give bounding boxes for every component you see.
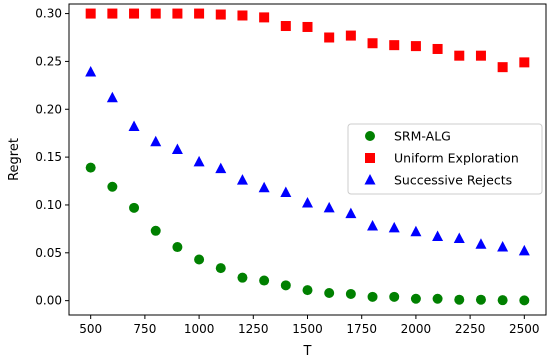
data-point-successive-rejects xyxy=(106,91,118,103)
data-point-srm-alg xyxy=(324,287,335,298)
y-axis-label: Regret xyxy=(7,138,22,181)
legend: SRM-ALG Uniform Exploration Successive Rej… xyxy=(347,123,543,195)
data-point-successive-rejects xyxy=(518,244,530,256)
data-point-successive-rejects xyxy=(171,143,183,154)
data-point-uniform-exploration xyxy=(519,57,530,68)
data-point-successive-rejects xyxy=(388,221,400,233)
data-point-successive-rejects xyxy=(236,174,248,185)
x-tick-label: 750 xyxy=(133,322,156,336)
x-tick-label: 1250 xyxy=(238,322,269,336)
data-point-srm-alg xyxy=(107,181,118,192)
y-tick-label: 0.20 xyxy=(35,102,62,116)
data-point-srm-alg xyxy=(410,293,421,304)
series-successive-rejects xyxy=(85,65,530,256)
legend-marker-srm-alg xyxy=(365,131,375,141)
data-point-uniform-exploration xyxy=(345,30,356,41)
data-point-successive-rejects xyxy=(453,232,465,243)
y-tick-label: 0.30 xyxy=(35,7,62,21)
data-point-srm-alg xyxy=(345,288,356,299)
data-point-successive-rejects xyxy=(302,197,313,208)
x-tick-label: 2000 xyxy=(401,322,432,336)
legend-label-successive-rejects: Successive Rejects xyxy=(394,173,512,188)
data-point-srm-alg xyxy=(475,294,486,305)
series-srm-alg xyxy=(85,162,530,306)
data-point-successive-rejects xyxy=(432,230,444,242)
data-point-successive-rejects xyxy=(193,155,205,167)
data-point-successive-rejects xyxy=(258,181,270,193)
y-tick-label: 0.00 xyxy=(35,294,62,308)
y-tick-label: 0.05 xyxy=(35,246,62,260)
data-point-srm-alg xyxy=(172,242,183,253)
data-point-uniform-exploration xyxy=(410,41,421,52)
x-tick-label: 2500 xyxy=(509,322,540,336)
data-point-uniform-exploration xyxy=(107,8,118,19)
data-point-srm-alg xyxy=(432,293,443,304)
legend-marker-successive-rejects xyxy=(364,174,376,185)
plot-area xyxy=(85,8,530,306)
data-point-srm-alg xyxy=(150,225,161,236)
data-point-successive-rejects xyxy=(215,162,227,174)
data-point-srm-alg xyxy=(237,272,248,283)
data-point-uniform-exploration xyxy=(172,8,183,19)
data-point-srm-alg xyxy=(367,291,378,302)
data-point-successive-rejects xyxy=(128,120,140,131)
data-point-uniform-exploration xyxy=(194,8,205,19)
x-tick-label: 2250 xyxy=(455,322,486,336)
data-point-srm-alg xyxy=(129,202,140,213)
y-tick-label: 0.10 xyxy=(35,198,62,212)
data-point-successive-rejects xyxy=(150,135,162,147)
data-point-srm-alg xyxy=(194,254,205,265)
data-point-srm-alg xyxy=(389,291,400,302)
data-point-uniform-exploration xyxy=(475,50,486,61)
data-point-successive-rejects xyxy=(475,238,487,249)
data-point-uniform-exploration xyxy=(497,62,508,73)
legend-box xyxy=(347,123,543,195)
x-tick-label: 500 xyxy=(79,322,102,336)
data-point-srm-alg xyxy=(85,162,96,173)
data-point-uniform-exploration xyxy=(129,8,140,19)
data-point-srm-alg xyxy=(215,263,226,274)
data-point-srm-alg xyxy=(280,280,291,291)
data-point-successive-rejects xyxy=(410,225,422,237)
data-point-successive-rejects xyxy=(345,207,357,219)
data-point-srm-alg xyxy=(454,294,465,305)
data-point-successive-rejects xyxy=(323,201,335,213)
data-point-uniform-exploration xyxy=(432,43,443,54)
axes: 500 750 1000 1250 1500 1750 2000 2250 2500 0.00 0.… xyxy=(35,3,547,336)
data-point-uniform-exploration xyxy=(237,10,248,21)
data-point-uniform-exploration xyxy=(280,21,291,32)
data-point-uniform-exploration xyxy=(302,21,313,32)
x-tick-label: 1750 xyxy=(346,322,377,336)
legend-label-srm-alg: SRM-ALG xyxy=(394,129,451,144)
data-point-uniform-exploration xyxy=(389,40,400,51)
series-uniform-exploration xyxy=(85,8,530,73)
data-point-successive-rejects xyxy=(85,65,97,77)
data-point-uniform-exploration xyxy=(85,8,96,19)
data-point-uniform-exploration xyxy=(259,12,270,23)
data-point-srm-alg xyxy=(497,295,508,306)
x-tick-label: 1000 xyxy=(184,322,215,336)
data-point-uniform-exploration xyxy=(324,32,335,43)
x-tick-label: 1500 xyxy=(292,322,323,336)
x-axis-label: T xyxy=(303,344,312,359)
data-point-srm-alg xyxy=(519,295,530,306)
data-point-srm-alg xyxy=(259,275,270,286)
data-point-uniform-exploration xyxy=(150,8,161,19)
y-tick-label: 0.25 xyxy=(35,54,62,68)
data-point-uniform-exploration xyxy=(454,50,465,61)
data-point-successive-rejects xyxy=(367,220,379,231)
legend-label-uniform-exploration: Uniform Exploration xyxy=(394,151,519,166)
y-tick-label: 0.15 xyxy=(35,150,62,164)
data-point-uniform-exploration xyxy=(215,9,226,20)
data-point-uniform-exploration xyxy=(367,38,378,49)
data-point-srm-alg xyxy=(302,285,313,296)
legend-marker-uniform-exploration xyxy=(365,153,375,163)
data-point-successive-rejects xyxy=(497,241,509,252)
data-point-successive-rejects xyxy=(280,186,292,198)
